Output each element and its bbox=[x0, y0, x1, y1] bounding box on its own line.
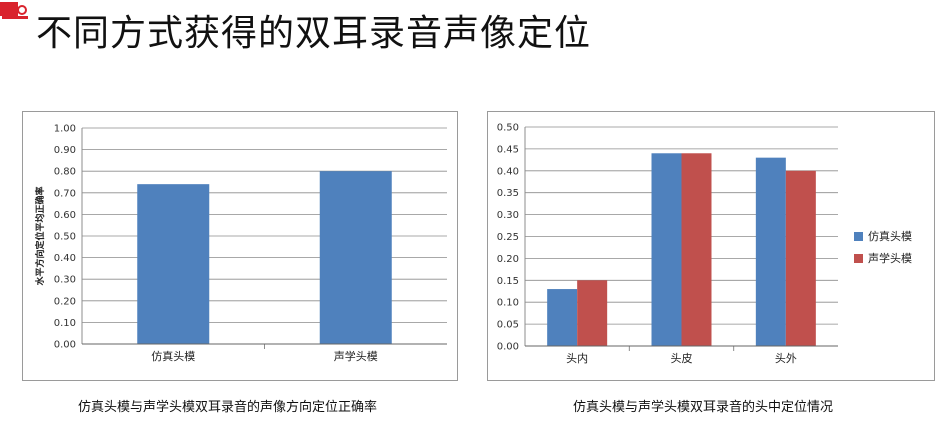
localization-y-tick-label: 0.40 bbox=[497, 166, 519, 177]
caption-right: 仿真头模与声学头模双耳录音的头中定位情况 bbox=[573, 400, 834, 415]
chart-accuracy-svg: 0.00 0.10 0.20 0.30 0.40 0.50 0.60 0.70 0.80 0.90… bbox=[34, 124, 447, 363]
chart-localization-svg: 0.00 0.05 0.10 0.15 0.20 0.25 0.30 0.35 0.40 0.45… bbox=[497, 123, 912, 366]
localization-y-tick-label: 0.00 bbox=[497, 342, 519, 353]
localization-bar bbox=[547, 289, 578, 346]
localization-category-label: 头外 bbox=[775, 352, 797, 365]
accuracy-y-tick-label: 0.00 bbox=[54, 340, 76, 351]
localization-y-tick-label: 0.15 bbox=[497, 276, 519, 287]
chart-accuracy: 0.00 0.10 0.20 0.30 0.40 0.50 0.60 0.70 0.80 0.90… bbox=[22, 111, 458, 381]
chart-localization: 0.00 0.05 0.10 0.15 0.20 0.25 0.30 0.35 0.40 0.45… bbox=[487, 111, 935, 381]
accuracy-y-tick-label: 0.60 bbox=[54, 210, 76, 221]
localization-legend-swatch bbox=[854, 254, 863, 263]
caption-left: 仿真头模与声学头模双耳录音的声像方向定位正确率 bbox=[78, 400, 378, 415]
localization-bar bbox=[577, 280, 608, 346]
localization-y-tick-label: 0.45 bbox=[497, 144, 519, 155]
localization-legend-label: 声学头模 bbox=[868, 251, 912, 265]
accuracy-y-tick-label: 0.50 bbox=[54, 232, 76, 243]
accuracy-y-axis-label: 水平方向定位平均正确率 bbox=[34, 186, 46, 285]
localization-y-tick-label: 0.30 bbox=[497, 210, 519, 221]
accuracy-category-label: 仿真头模 bbox=[151, 349, 195, 363]
localization-y-tick-label: 0.05 bbox=[497, 320, 519, 331]
localization-y-tick-label: 0.10 bbox=[497, 298, 519, 309]
localization-y-tick-label: 0.20 bbox=[497, 254, 519, 265]
localization-bar bbox=[755, 157, 786, 346]
accuracy-y-tick-label: 0.10 bbox=[54, 318, 76, 329]
accuracy-y-tick-label: 0.70 bbox=[54, 188, 76, 199]
slide-title: 不同方式获得的双耳录音声像定位 bbox=[36, 13, 592, 54]
accuracy-category-label: 声学头模 bbox=[334, 349, 378, 363]
localization-category-label: 头内 bbox=[566, 351, 588, 365]
accuracy-y-tick-label: 1.00 bbox=[54, 124, 76, 135]
localization-y-tick-label: 0.35 bbox=[497, 188, 519, 199]
localization-bar bbox=[681, 153, 712, 346]
accuracy-bar bbox=[319, 171, 392, 344]
localization-y-tick-label: 0.25 bbox=[497, 232, 519, 243]
localization-bar bbox=[785, 170, 816, 346]
logo-icon bbox=[0, 0, 30, 24]
localization-bar bbox=[651, 153, 682, 346]
accuracy-y-tick-label: 0.30 bbox=[54, 275, 76, 286]
localization-legend-swatch bbox=[854, 232, 863, 241]
localization-y-tick-label: 0.50 bbox=[497, 123, 519, 134]
accuracy-y-tick-label: 0.90 bbox=[54, 145, 76, 156]
accuracy-bar bbox=[137, 184, 210, 344]
accuracy-y-tick-label: 0.80 bbox=[54, 167, 76, 178]
accuracy-y-tick-label: 0.40 bbox=[54, 253, 76, 264]
localization-category-label: 头皮 bbox=[671, 352, 693, 365]
localization-legend-label: 仿真头模 bbox=[868, 229, 912, 243]
accuracy-y-tick-label: 0.20 bbox=[54, 296, 76, 307]
